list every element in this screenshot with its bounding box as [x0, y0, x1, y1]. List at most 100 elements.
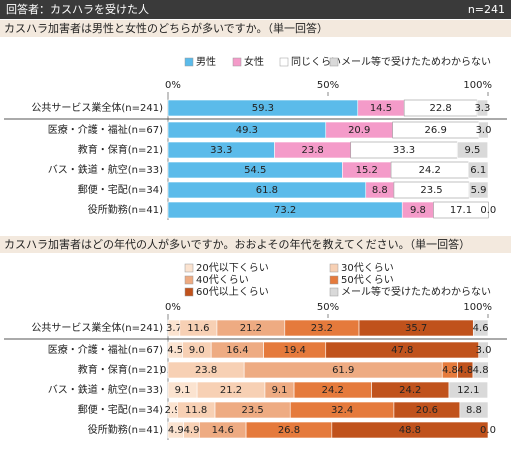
data-label: 23.2 — [311, 323, 333, 334]
section-bar — [0, 236, 511, 253]
category-label: 教育・保育(n=21) — [78, 363, 163, 376]
data-label: 24.2 — [399, 385, 421, 396]
section-title: カスハラ加害者はどの年代の人が多いですか。おおよその年代を教えてください。（単一… — [4, 237, 470, 251]
data-label: 5.9 — [471, 185, 487, 196]
category-label: 医療・介護・福祉(n=67) — [48, 343, 163, 356]
bar-segment — [331, 421, 489, 439]
header-n: n=241 — [468, 3, 505, 16]
legend-swatch — [184, 57, 194, 67]
data-label: 12.1 — [457, 385, 479, 396]
legend-label: 60代以上くらい — [196, 286, 269, 298]
bar-segment — [448, 381, 488, 399]
bar-segment — [472, 319, 489, 337]
data-label: 23.5 — [420, 185, 442, 196]
section-bar — [0, 20, 511, 37]
data-label: 33.3 — [210, 145, 232, 156]
data-label: 11.8 — [185, 405, 207, 416]
bar-segment — [476, 99, 488, 117]
data-label: 3.7 — [166, 323, 182, 334]
legend-swatch — [329, 275, 339, 285]
bar-segment — [468, 181, 489, 199]
category-label: 教育・保育(n=21) — [78, 143, 163, 156]
data-label: 8.8 — [372, 185, 388, 196]
data-label: 21.2 — [220, 385, 242, 396]
data-label: 24.2 — [419, 165, 441, 176]
data-label: 14.6 — [212, 425, 234, 436]
legend-label: 女性 — [244, 55, 264, 68]
bar-segment — [468, 161, 489, 179]
x-tick-label: 50% — [317, 80, 339, 91]
data-label: 4.8 — [457, 365, 473, 376]
x-tick-label: 0% — [165, 302, 181, 313]
data-label: 54.5 — [244, 165, 266, 176]
data-label: 0.0 — [480, 205, 496, 216]
data-label: 4.9 — [184, 425, 200, 436]
legend-swatch — [329, 287, 339, 297]
data-label: 17.1 — [450, 205, 472, 216]
data-label: 73.2 — [274, 205, 296, 216]
data-label: 14.5 — [370, 103, 392, 114]
data-label: 26.9 — [425, 125, 447, 136]
data-label: 4.9 — [168, 425, 184, 436]
data-label: 22.8 — [430, 103, 452, 114]
data-label: 49.3 — [236, 125, 258, 136]
data-label: 4.8 — [473, 365, 489, 376]
bar-segment — [433, 201, 489, 219]
x-tick-label: 100% — [463, 80, 492, 91]
section-title: カスハラ加害者は男性と女性のどちらが多いですか。（単一回答） — [4, 21, 328, 35]
legend-label: 40代くらい — [196, 274, 249, 286]
category-label: 郵便・宅配(n=34) — [78, 403, 163, 416]
data-label: 19.4 — [284, 345, 306, 356]
legend-swatch — [329, 57, 339, 67]
x-tick-label: 100% — [463, 302, 492, 313]
data-label: 20.9 — [348, 125, 370, 136]
category-label: 公共サービス業全体(n=241) — [31, 101, 163, 114]
data-label: 24.2 — [322, 385, 344, 396]
category-label: 役所勤務(n=41) — [88, 423, 163, 436]
bar-segment — [478, 121, 489, 139]
data-label: 21.2 — [240, 323, 262, 334]
data-label: 48.8 — [399, 425, 421, 436]
data-label: 26.8 — [278, 425, 300, 436]
bar-segment — [478, 341, 489, 359]
data-label: 8.8 — [466, 405, 482, 416]
data-label: 15.2 — [356, 165, 378, 176]
data-label: 3.0 — [476, 345, 492, 356]
x-tick-label: 0% — [165, 80, 181, 91]
legend-label: 30代くらい — [341, 262, 394, 274]
data-label: 4.8 — [442, 365, 458, 376]
data-label: 33.3 — [393, 145, 415, 156]
data-label: 20.6 — [416, 405, 438, 416]
x-tick-label: 50% — [317, 302, 339, 313]
data-label: 23.8 — [195, 365, 217, 376]
data-label: 6.1 — [470, 165, 486, 176]
data-label: 32.4 — [331, 405, 353, 416]
data-label: 9.5 — [465, 145, 481, 156]
data-label: 9.0 — [189, 345, 205, 356]
legend-swatch — [184, 287, 194, 297]
data-label: 11.6 — [187, 323, 209, 334]
category-label: 役所勤務(n=41) — [88, 203, 163, 216]
data-label: 9.1 — [272, 385, 288, 396]
data-label: 59.3 — [252, 103, 274, 114]
data-label: 3.0 — [476, 125, 492, 136]
data-label: 35.7 — [405, 323, 427, 334]
header-title: 回答者：カスハラを受けた人 — [6, 2, 149, 16]
legend-label: 男性 — [196, 55, 216, 68]
data-label: 16.4 — [226, 345, 248, 356]
legend-label: 20代以下くらい — [196, 262, 269, 274]
legend-label: メール等で受けたためわからない — [341, 55, 491, 68]
data-label: 0.0 — [480, 425, 496, 436]
data-label: 47.8 — [391, 345, 413, 356]
legend-swatch — [232, 57, 242, 67]
legend-label: メール等で受けたためわからない — [341, 285, 491, 298]
bar-segment — [472, 361, 489, 379]
category-label: 郵便・宅配(n=34) — [78, 183, 163, 196]
category-label: 公共サービス業全体(n=241) — [31, 321, 163, 334]
data-label: 3.3 — [474, 103, 490, 114]
category-label: バス・鉄道・航空(n=33) — [48, 383, 163, 396]
category-label: バス・鉄道・航空(n=33) — [48, 163, 163, 176]
data-label: 23.8 — [302, 145, 324, 156]
legend-swatch — [184, 263, 194, 273]
